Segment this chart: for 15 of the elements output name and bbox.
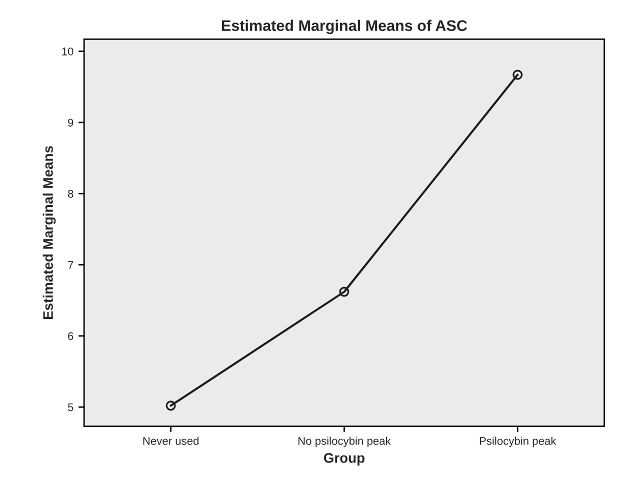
x-tick-label: No psilocybin peak <box>298 436 391 448</box>
chart-title: Estimated Marginal Means of ASC <box>222 20 468 34</box>
point <box>512 70 523 80</box>
point <box>166 400 176 411</box>
x-tick-label: Psilocybin peak <box>480 436 556 448</box>
y-tick-label: 7 <box>68 261 74 269</box>
y-axis-title: Estimated Marginal Means <box>42 146 56 320</box>
y-tick-label: 8 <box>68 190 74 198</box>
x-axis-title: Group <box>324 452 364 466</box>
y-tick-label: 5 <box>68 403 74 412</box>
y-tick-label: 10 <box>62 48 74 56</box>
x-tick-label: Never used <box>143 436 198 445</box>
point <box>339 286 350 297</box>
y-tick-label: 6 <box>68 332 74 340</box>
y-tick-label: 9 <box>68 118 74 127</box>
